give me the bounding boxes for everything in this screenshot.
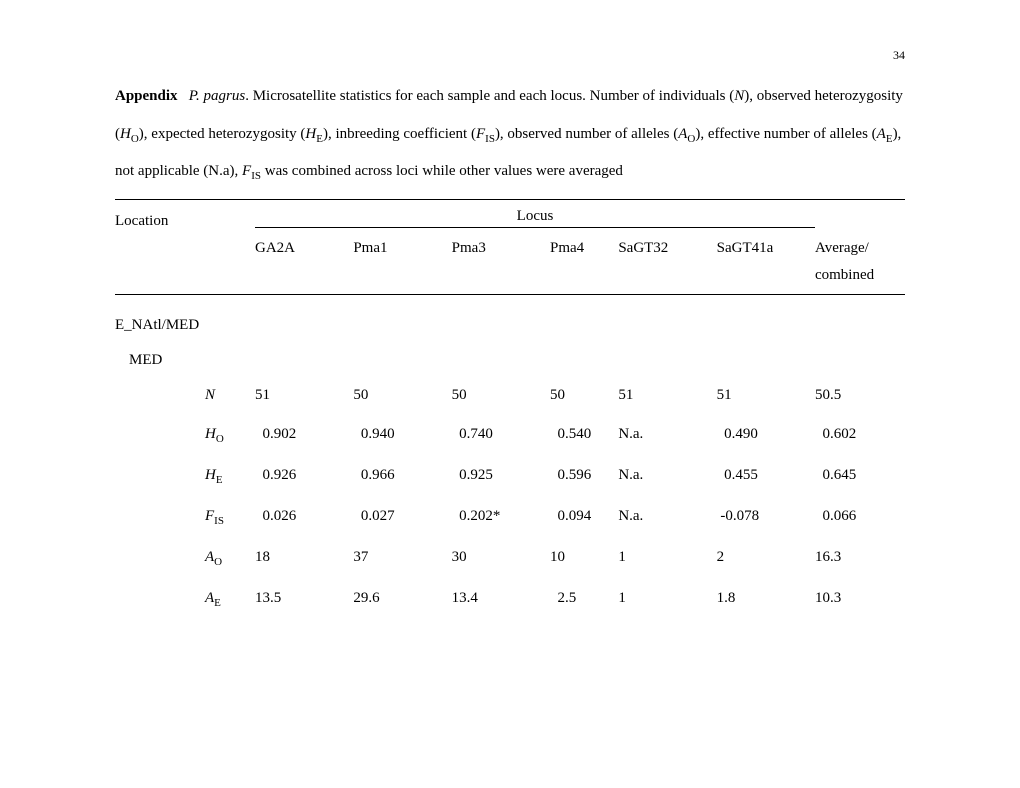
He-sub: E: [316, 133, 323, 145]
table-row: AO183730101216.3: [115, 549, 905, 590]
table-row: HE 0.926 0.966 0.925 0.596N.a. 0.455 0.6…: [115, 467, 905, 508]
locus-header-container: Locus: [255, 208, 815, 230]
table-cell: 51: [717, 387, 815, 404]
table-row: HO 0.902 0.940 0.740 0.540N.a. 0.490 0.6…: [115, 426, 905, 467]
combined-label: combined: [815, 267, 905, 284]
table-cell: 13.5: [255, 590, 353, 609]
table-cell: 29.6: [353, 590, 451, 609]
combined-row: combined: [115, 267, 905, 294]
desc-text5: ), observed number of alleles (: [495, 126, 678, 142]
Ho-sub: O: [131, 133, 139, 145]
table-cell: 10.3: [815, 590, 905, 609]
He-symbol: H: [305, 126, 316, 142]
table-cell: 1.8: [717, 590, 815, 609]
table-header-row: Location Locus: [115, 200, 905, 230]
desc-text4: ), inbreeding coefficient (: [323, 126, 476, 142]
table-cell: 0.926: [255, 467, 353, 486]
stat-label: HE: [205, 467, 255, 486]
stat-label: AO: [205, 549, 255, 568]
stat-label: HO: [205, 426, 255, 445]
table-cell: 13.4: [452, 590, 550, 609]
table-cell: 51: [618, 387, 716, 404]
table-row: AE13.529.613.4 2.511.810.3: [115, 590, 905, 631]
table-cell: 0.925: [452, 467, 550, 486]
col-sagt32: SaGT32: [618, 240, 716, 257]
table-cell: 50: [353, 387, 451, 404]
Fis2-symbol: F: [242, 163, 251, 179]
section-label: E_NAtl/MED: [115, 295, 905, 352]
Ao-symbol: A: [678, 126, 687, 142]
table-cell: 16.3: [815, 549, 905, 568]
table-cell: 0.902: [255, 426, 353, 445]
col-ga2a: GA2A: [255, 240, 353, 257]
col-pma3: Pma3: [452, 240, 550, 257]
appendix-label: Appendix: [115, 88, 178, 104]
col-pma1: Pma1: [353, 240, 451, 257]
table-cell: N.a.: [618, 426, 716, 445]
column-headers: GA2A Pma1 Pma3 Pma4 SaGT32 SaGT41a Avera…: [115, 230, 905, 267]
data-table: Location Locus GA2A Pma1 Pma3 Pma4 SaGT3…: [115, 199, 905, 631]
table-cell: 0.027: [353, 508, 451, 527]
table-row: FIS 0.026 0.027 0.202* 0.094N.a. -0.078 …: [115, 508, 905, 549]
stat-label: AE: [205, 590, 255, 609]
species-name: P. pagrus: [189, 88, 245, 104]
table-cell: 1: [618, 549, 716, 568]
table-cell: 1: [618, 590, 716, 609]
locus-header: Locus: [255, 208, 815, 230]
table-cell: 30: [452, 549, 550, 568]
stat-label: FIS: [205, 508, 255, 527]
table-cell: 50.5: [815, 387, 905, 404]
Ho-symbol: H: [120, 126, 131, 142]
col-average: Average/: [815, 240, 905, 257]
desc-text1: . Microsatellite statistics for each sam…: [245, 88, 734, 104]
table-cell: 0.740: [452, 426, 550, 445]
desc-text6: ), effective number of alleles (: [695, 126, 876, 142]
table-cell: 0.455: [717, 467, 815, 486]
Fis2-sub: IS: [251, 170, 261, 182]
table-cell: N.a.: [618, 508, 716, 527]
table-cell: -0.078: [717, 508, 815, 527]
appendix-description: Appendix P. pagrus. Microsatellite stati…: [115, 78, 905, 191]
Ae-symbol: A: [877, 126, 886, 142]
table-cell: 0.602: [815, 426, 905, 445]
col-sagt41a: SaGT41a: [717, 240, 815, 257]
table-cell: 0.645: [815, 467, 905, 486]
table-cell: 50: [452, 387, 550, 404]
table-cell: 0.066: [815, 508, 905, 527]
table-cell: 51: [255, 387, 353, 404]
table-row: N51505050515150.5: [115, 387, 905, 426]
desc-text8: was combined across loci while other val…: [261, 163, 623, 179]
Fis-symbol: F: [476, 126, 485, 142]
table-cell: 0.966: [353, 467, 451, 486]
Ae-sub: E: [886, 133, 893, 145]
table-cell: 0.202*: [452, 508, 550, 527]
desc-text3: ), expected heterozygosity (: [139, 126, 306, 142]
table-cell: 37: [353, 549, 451, 568]
table-cell: 0.490: [717, 426, 815, 445]
table-cell: 0.940: [353, 426, 451, 445]
table-cell: 0.026: [255, 508, 353, 527]
page-number: 34: [893, 48, 905, 63]
stat-label: N: [205, 387, 255, 404]
N-symbol: N: [734, 88, 744, 104]
subsection-label: MED: [115, 352, 905, 387]
table-cell: N.a.: [618, 467, 716, 486]
location-header: Location: [115, 213, 255, 230]
table-cell: 18: [255, 549, 353, 568]
Fis-sub: IS: [485, 133, 495, 145]
table-cell: 2: [717, 549, 815, 568]
